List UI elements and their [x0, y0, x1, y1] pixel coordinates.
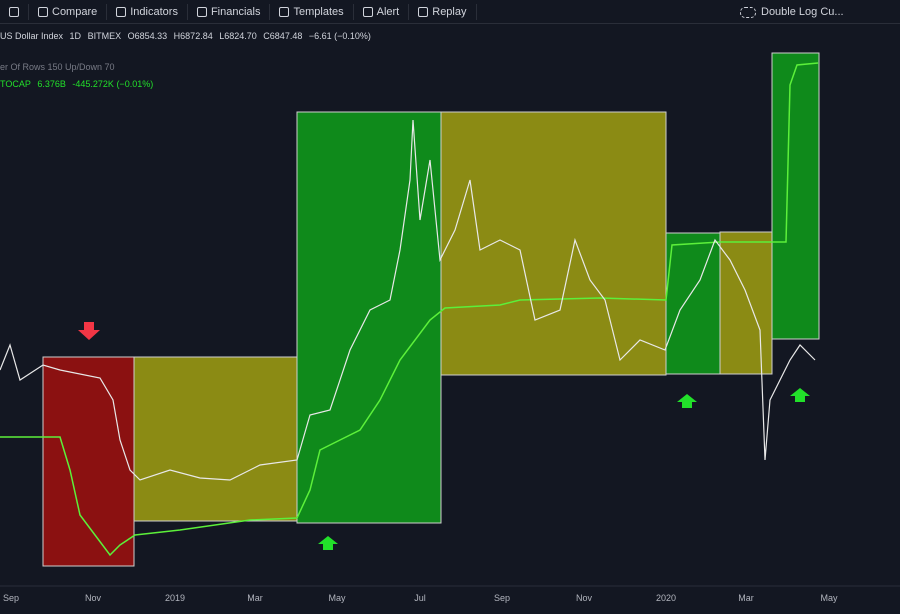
high: H6872.84: [173, 31, 213, 41]
icon: [196, 6, 207, 17]
x-tick-label: Mar: [247, 593, 263, 603]
up-arrow: [318, 536, 338, 550]
low: L6824.70: [219, 31, 257, 41]
indicator-name: er Of Rows 150 Up/Down 70: [0, 62, 115, 72]
button-label: Alert: [376, 5, 400, 18]
toolbar: Compare Indicators Financials Templates Aler…: [0, 0, 900, 24]
toolbar-button[interactable]: Templates: [270, 3, 354, 20]
x-tick-label: Mar: [738, 593, 754, 603]
indicator-legend: er Of Rows 150 Up/Down 70: [0, 62, 119, 72]
icon: [38, 6, 48, 17]
indicator-line: [0, 62, 819, 557]
zone-green: [296, 111, 442, 524]
symbol-legend: US Dollar Index 1D BITMEX O6854.33 H6872…: [0, 31, 375, 41]
chart-type-button[interactable]: [0, 3, 29, 20]
up-arrow: [790, 388, 810, 402]
toolbar-button[interactable]: Replay: [409, 3, 477, 20]
interval: 1D: [69, 31, 82, 41]
icon: [116, 6, 127, 17]
zone-olive: [719, 231, 773, 375]
exchange: BITMEX: [87, 31, 122, 41]
button-label: Indicators: [130, 5, 178, 18]
zone-red: [42, 356, 135, 567]
close: C6847.48: [263, 31, 303, 41]
x-tick-label: Sep: [494, 593, 510, 603]
toolbar-button[interactable]: Indicators: [107, 3, 188, 20]
button-label: Compare: [52, 5, 98, 18]
x-tick-label: Sep: [3, 593, 19, 603]
button-label: Templates: [293, 5, 344, 18]
toolbar-button[interactable]: Compare: [29, 3, 108, 20]
zone-green: [665, 232, 721, 375]
zone-olive: [133, 356, 298, 522]
x-tick-label: May: [820, 593, 838, 603]
open: O6854.33: [127, 31, 168, 41]
x-tick-label: 2020: [656, 593, 676, 603]
chart-style: Double Log Cu...: [761, 6, 844, 18]
x-tick-label: Nov: [576, 593, 593, 603]
change: −6.61 (−0.10%): [308, 31, 371, 41]
icon: [418, 6, 429, 17]
toolbar-button[interactable]: Financials: [188, 3, 271, 20]
icon: [362, 6, 373, 17]
x-tick-label: Jul: [414, 593, 426, 603]
up-arrow: [677, 394, 697, 408]
button-label: Financials: [210, 5, 261, 18]
indicator-value: 6.376B: [37, 79, 66, 89]
price-line: [0, 119, 816, 481]
toolbar-button[interactable]: Alert: [354, 3, 410, 20]
x-tick-label: May: [328, 593, 346, 603]
indicator-legend: TOCAP 6.376B -445.272K (−0.01%): [0, 79, 157, 89]
chart-style-button[interactable]: Double Log Cu...: [740, 4, 844, 20]
x-tick-label: 2019: [165, 593, 185, 603]
symbol: US Dollar Index: [0, 31, 64, 41]
x-tick-label: Nov: [85, 593, 102, 603]
zone-green: [771, 52, 820, 340]
down-arrow: [78, 322, 100, 340]
button-label: Replay: [432, 5, 467, 18]
icon: [279, 6, 290, 17]
zone-olive: [440, 111, 667, 376]
indicator-change: -445.272K (−0.01%): [72, 79, 154, 89]
indicator-name: TOCAP: [0, 79, 31, 89]
